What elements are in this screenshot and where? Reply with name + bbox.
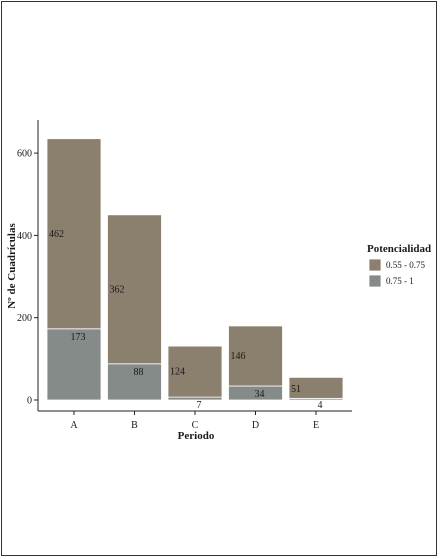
bar-A-0-75-1 [46, 328, 102, 401]
y-axis-title: Nº de Cuadrículas [6, 223, 18, 309]
value-label-B-0-55-0-75: 362 [110, 284, 125, 295]
y-tick-label-600: 600 [17, 149, 32, 160]
value-label-C-0-55-0-75: 124 [170, 367, 185, 378]
legend-label-0-55-0-75: 0.55 - 0.75 [386, 260, 425, 270]
value-label-A-0-75-1: 173 [71, 332, 86, 343]
x-tick-label-A: A [70, 420, 78, 431]
bar-B-0-75-1 [107, 363, 162, 401]
bar-E-0-55-0-75 [288, 376, 344, 399]
y-ticks-group: 0 200 400 600 [17, 149, 38, 407]
value-label-B-0-75-1: 88 [134, 367, 144, 378]
value-label-E-0-55-0-75: 51 [291, 384, 301, 395]
bar-C-0-55-0-75 [167, 345, 223, 398]
bars-group [46, 138, 344, 401]
x-tick-label-C: C [192, 420, 199, 431]
legend: Potencialidad 0.55 - 0.75 0.75 - 1 [367, 243, 431, 288]
y-tick-label-200: 200 [17, 313, 32, 324]
y-tick-label-400: 400 [17, 231, 32, 242]
value-label-C-0-75-1: 7 [197, 400, 202, 411]
value-label-D-0-75-1: 34 [255, 389, 265, 400]
bar-A-0-55-0-75 [46, 138, 102, 330]
legend-swatch-0-75-1 [368, 274, 382, 288]
x-tick-label-D: D [252, 420, 259, 431]
value-label-A-0-55-0-75: 462 [49, 229, 64, 240]
x-axis-title: Periodo [178, 430, 215, 442]
bar-B-0-55-0-75 [107, 214, 162, 365]
bar-D-0-55-0-75 [228, 325, 283, 387]
legend-swatch-0-55-0-75 [368, 258, 382, 272]
value-label-D-0-55-0-75: 146 [231, 351, 246, 362]
x-tick-label-E: E [313, 420, 319, 431]
bar-labels-group: 173 462 88 362 7 124 34 146 4 51 [49, 229, 323, 411]
x-tick-label-B: B [131, 420, 138, 431]
legend-title: Potencialidad [367, 243, 431, 255]
y-tick-label-0: 0 [27, 396, 32, 407]
x-ticks-group: A B C D E [70, 411, 319, 431]
bar-C-0-75-1 [167, 396, 223, 401]
legend-label-0-75-1: 0.75 - 1 [386, 276, 414, 286]
value-label-E-0-75-1: 4 [318, 400, 323, 411]
